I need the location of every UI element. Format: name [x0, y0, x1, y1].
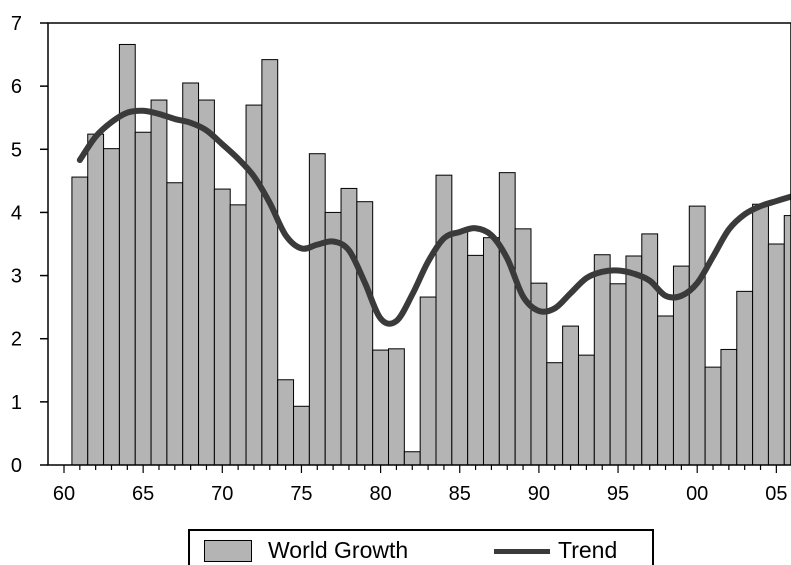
- y-tick-label: 2: [11, 329, 22, 351]
- bar: [577, 354, 595, 466]
- bar: [593, 254, 611, 466]
- y-axis: 0 1 2 3 4 5 6 7: [11, 13, 48, 477]
- x-tick-label: 75: [290, 483, 312, 505]
- bar: [514, 228, 532, 466]
- bar: [261, 59, 279, 466]
- bar: [467, 254, 484, 466]
- bar: [134, 131, 152, 466]
- bar: [403, 451, 421, 466]
- bar: [277, 379, 295, 466]
- bar: [71, 176, 89, 466]
- y-tick-label: 6: [11, 76, 22, 98]
- y-tick-label: 4: [11, 202, 22, 224]
- bar: [388, 348, 405, 466]
- bar: [641, 233, 659, 466]
- line-series-trend: [76, 107, 791, 327]
- legend: World Growth Trend: [188, 529, 654, 565]
- x-tick-label: 05: [765, 483, 787, 505]
- plot-frame: [47, 22, 791, 466]
- y-tick-label: 0: [11, 455, 22, 477]
- trend-line: [76, 107, 791, 327]
- bar: [198, 99, 215, 466]
- bar: [720, 348, 738, 466]
- bar: [482, 237, 500, 466]
- bar: [87, 133, 105, 466]
- bar: [657, 315, 674, 466]
- bar: [562, 325, 579, 466]
- bar: [688, 205, 706, 466]
- bar: [372, 349, 390, 466]
- bar: [293, 405, 310, 466]
- bar: [767, 243, 785, 466]
- bar: [704, 366, 722, 466]
- bar: [308, 153, 326, 466]
- y-tick-label: 5: [11, 139, 22, 161]
- x-tick-label: 65: [132, 483, 154, 505]
- legend-label-world-growth: World Growth: [268, 537, 409, 563]
- bar: [213, 188, 231, 466]
- bar: [245, 104, 263, 466]
- x-tick-label: 80: [369, 483, 391, 505]
- x-tick-label: 95: [607, 483, 629, 505]
- x-tick-label: 60: [53, 483, 75, 505]
- bar: [150, 99, 168, 466]
- x-tick-label: 70: [211, 483, 233, 505]
- bar: [736, 290, 754, 466]
- legend-label-trend: Trend: [558, 537, 618, 563]
- bar: [419, 296, 437, 466]
- bar: [340, 187, 358, 466]
- bar: [625, 255, 643, 466]
- bar: [783, 215, 791, 466]
- y-tick-label: 7: [11, 13, 22, 35]
- x-tick-label: 90: [528, 483, 550, 505]
- bar: [229, 204, 247, 466]
- bar: [498, 172, 516, 466]
- bar: [118, 43, 136, 466]
- bar: [182, 82, 200, 466]
- bar: [451, 231, 469, 466]
- bar: [435, 174, 453, 466]
- bar: [752, 203, 769, 466]
- x-tick-label: 00: [686, 483, 708, 505]
- bar: [103, 148, 120, 466]
- bar: [324, 211, 342, 466]
- bar: [356, 201, 374, 466]
- x-tick-label: 85: [449, 483, 471, 505]
- bar: [546, 362, 564, 466]
- x-axis: 60 65 70 75 80 85 90 95 00 05: [53, 465, 787, 505]
- y-tick-label: 3: [11, 266, 22, 288]
- bar: [166, 182, 184, 466]
- legend-swatch-trend: [494, 549, 550, 554]
- y-tick-label: 1: [11, 392, 22, 414]
- bar: [609, 283, 627, 466]
- legend-swatch-world-growth: [204, 540, 252, 562]
